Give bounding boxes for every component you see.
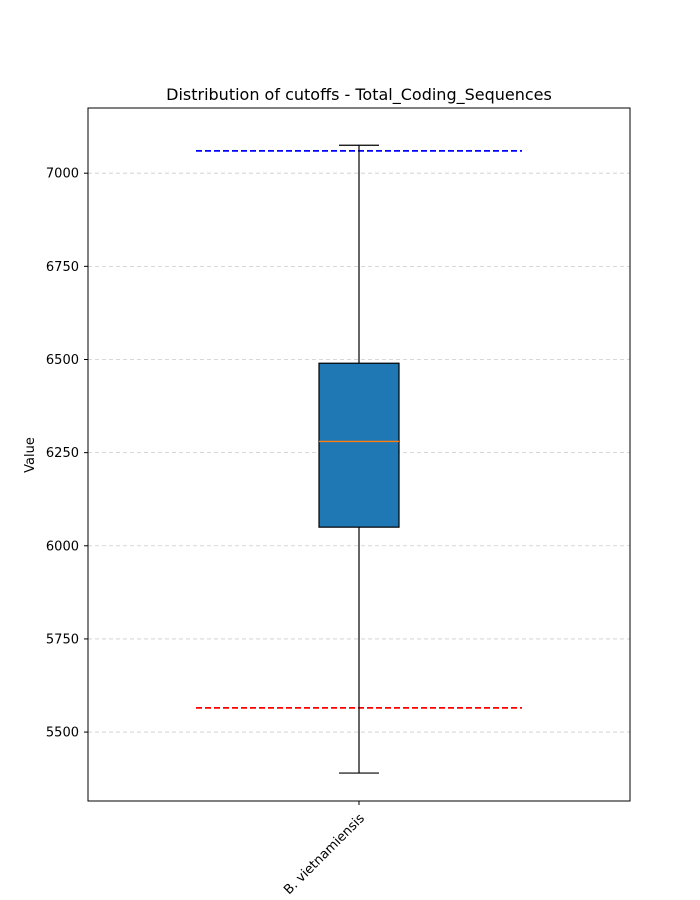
y-tick-label: 6750 [46, 260, 79, 275]
x-axis-ticks: B. vietnamiensis [281, 801, 368, 898]
y-axis-label: Value [23, 437, 38, 473]
chart-title: Distribution of cutoffs - Total_Coding_S… [166, 85, 552, 105]
y-tick-label: 6250 [46, 446, 79, 461]
grid-lines [88, 172, 630, 733]
y-tick-label: 5750 [46, 632, 79, 647]
y-tick-label: 7000 [46, 167, 79, 182]
y-tick-label: 5500 [46, 726, 79, 741]
y-axis-ticks: 5500 5750 6000 6250 6500 6750 7000 [46, 167, 88, 741]
box [318, 362, 400, 528]
box-plot [318, 144, 400, 774]
y-tick-label: 6500 [46, 353, 79, 368]
x-tick-label: B. vietnamiensis [281, 811, 368, 898]
y-tick-label: 6000 [46, 539, 79, 554]
